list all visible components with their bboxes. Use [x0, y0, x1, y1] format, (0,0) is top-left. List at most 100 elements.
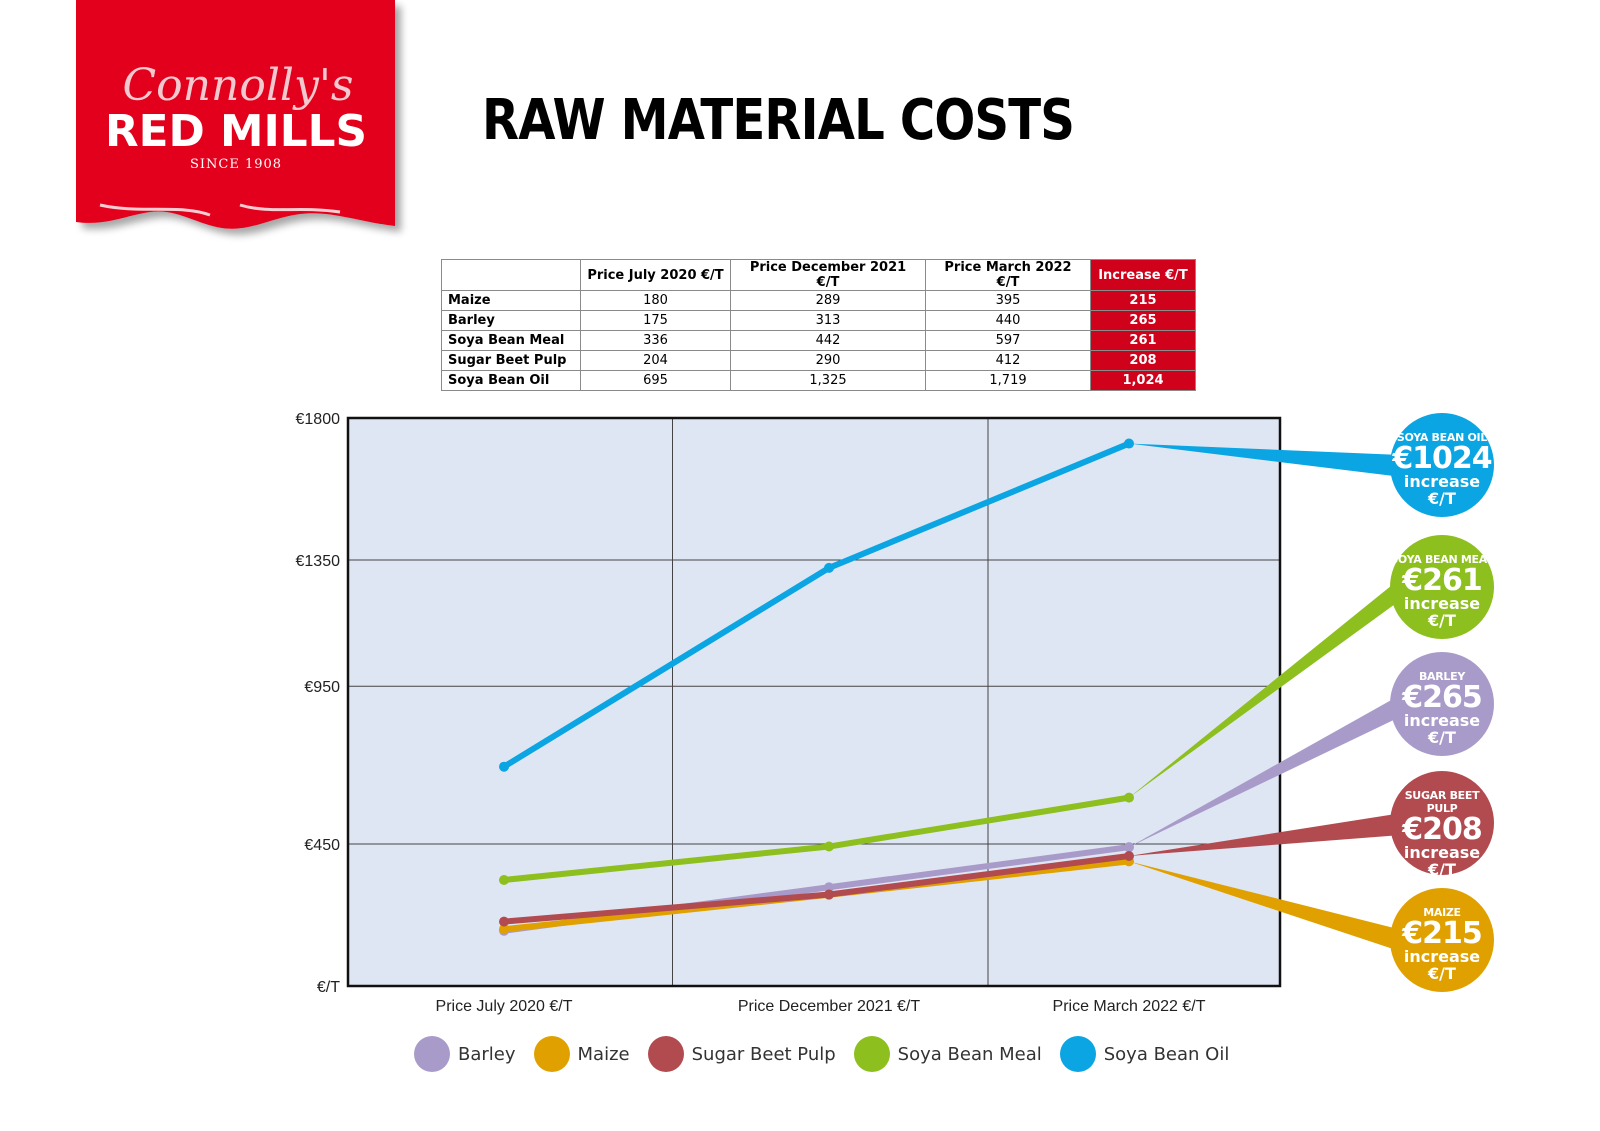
legend-swatch — [647, 1036, 684, 1072]
data-point — [1124, 438, 1134, 449]
y-tick-label: €950 — [304, 679, 340, 696]
callout-value: €261 — [1402, 563, 1483, 598]
x-tick-label: Price December 2021 €/T — [738, 998, 921, 1015]
page-title: RAW MATERIAL COSTS — [482, 88, 1075, 153]
logo-banner-shape — [76, 0, 395, 229]
y-tick-label: €/T — [317, 979, 340, 996]
cell-increase: 261 — [1090, 330, 1196, 351]
callout-unit: €/T — [1428, 489, 1456, 508]
x-axis-labels: Price July 2020 €/T Price December 2021 €… — [436, 998, 1206, 1015]
data-point — [499, 874, 509, 885]
callout-increase-text: increase — [1403, 472, 1481, 491]
series-lines — [499, 438, 1134, 936]
legend-item: Soya Bean Oil — [1059, 1036, 1230, 1072]
table-row: Barley 175 313 440 265 — [441, 310, 1196, 331]
table-header-row: Price July 2020 €/T Price December 2021 … — [441, 259, 1196, 291]
callout-tail — [1129, 813, 1402, 856]
increase-callout-bubble: SOYA BEAN OIL €1024 increase €/T — [1390, 413, 1494, 517]
increase-callout-bubble: MAIZE €215 increase €/T — [1390, 888, 1494, 992]
legend-item: Soya Bean Meal — [853, 1036, 1042, 1072]
legend-label: Soya Bean Meal — [897, 1043, 1042, 1065]
table-row: Soya Bean Meal 336 442 597 261 — [441, 330, 1196, 351]
table-header-dec2021: Price December 2021 €/T — [730, 259, 926, 291]
callout-tail — [1129, 577, 1402, 798]
logo-brand: RED MILLS — [105, 106, 367, 157]
cell-jul2020: 336 — [580, 330, 731, 351]
callout-increase-text: increase — [1403, 843, 1481, 862]
x-tick-label: Price July 2020 €/T — [436, 998, 573, 1015]
legend-swatch — [414, 1036, 450, 1072]
callout-label: BARLEY — [1418, 670, 1466, 683]
callout-label: SOYA BEAN MEAL — [1390, 553, 1494, 566]
cell-mar2022: 440 — [925, 310, 1091, 331]
legend-label: Soya Bean Oil — [1103, 1043, 1230, 1065]
price-table: Price July 2020 €/T Price December 2021 … — [441, 259, 1196, 391]
legend-swatch — [533, 1036, 570, 1072]
callout-tail — [1129, 861, 1402, 952]
callout-value: €265 — [1402, 680, 1483, 715]
legend-swatch — [1059, 1036, 1096, 1072]
data-point — [824, 562, 834, 573]
data-point — [824, 882, 834, 893]
data-point — [1124, 842, 1134, 853]
cell-increase: 215 — [1090, 290, 1196, 311]
callout-unit: €/T — [1428, 611, 1456, 630]
cell-increase: 265 — [1090, 310, 1196, 331]
x-tick-label: Price March 2022 €/T — [1053, 998, 1206, 1015]
legend-label: Sugar Beet Pulp — [691, 1043, 836, 1065]
table-row: Maize 180 289 395 215 — [441, 290, 1196, 311]
callout-label: SUGAR BEET PULP — [1404, 789, 1480, 815]
callout-unit: €/T — [1428, 964, 1456, 983]
increase-callout-bubble: SUGAR BEET PULP €208 increase €/T — [1390, 771, 1494, 879]
callout-label: MAIZE — [1423, 906, 1461, 919]
table-row: Soya Bean Oil 695 1,325 1,719 1,024 — [441, 370, 1196, 391]
cell-jul2020: 175 — [580, 310, 731, 331]
increase-callout-bubble: BARLEY €265 increase €/T — [1390, 652, 1494, 756]
data-point — [499, 924, 509, 935]
chart-legend: Barley Maize Sugar Beet Pulp Soya Bean Meal… — [414, 1036, 1247, 1072]
data-point — [824, 841, 834, 852]
callout-tail — [1129, 443, 1402, 477]
table-header-jul2020: Price July 2020 €/T — [580, 259, 731, 291]
cell-jul2020: 695 — [580, 370, 731, 391]
data-point — [499, 916, 509, 927]
callout-value: €215 — [1402, 916, 1483, 951]
legend-item: Barley — [414, 1036, 516, 1072]
y-tick-label: €1800 — [296, 411, 341, 428]
row-name: Sugar Beet Pulp — [441, 350, 581, 371]
data-point — [499, 761, 509, 772]
callout-increase-text: increase — [1403, 711, 1481, 730]
callout-tails — [1129, 443, 1402, 952]
y-tick-label: €450 — [304, 837, 340, 854]
chart-plot-area — [346, 416, 1282, 988]
callout-increase-text: increase — [1403, 947, 1481, 966]
increase-callout-bubble: SOYA BEAN MEAL €261 increase €/T — [1390, 535, 1494, 639]
callout-unit: €/T — [1428, 860, 1456, 879]
callout-label: SOYA BEAN OIL — [1396, 431, 1488, 444]
cell-mar2022: 395 — [925, 290, 1091, 311]
callout-value: €208 — [1402, 812, 1483, 847]
cell-jul2020: 204 — [580, 350, 731, 371]
callout-unit: €/T — [1428, 728, 1456, 747]
legend-item: Maize — [533, 1036, 630, 1072]
legend-label: Barley — [458, 1043, 516, 1065]
y-axis-ticks: €/T €450 €950 €1350 €1800 — [296, 411, 341, 996]
logo-since: SINCE 1908 — [190, 157, 282, 172]
table-header-mar2022: Price March 2022 €/T — [925, 259, 1091, 291]
callout-increase-text: increase — [1403, 594, 1481, 613]
callout-tail — [1129, 694, 1402, 848]
plot-border — [346, 416, 1282, 988]
cell-increase: 208 — [1090, 350, 1196, 371]
data-point — [824, 889, 834, 900]
y-tick-label: €1350 — [296, 553, 341, 570]
legend-swatch — [853, 1036, 890, 1072]
legend-label: Maize — [577, 1043, 630, 1065]
callout-value: €1024 — [1392, 441, 1492, 476]
red-mills-logo: Connolly's RED MILLS SINCE 1908 — [76, 0, 395, 229]
data-point — [1124, 850, 1134, 861]
plot-background — [348, 418, 1280, 986]
table-row: Sugar Beet Pulp 204 290 412 208 — [441, 350, 1196, 371]
data-point — [1124, 792, 1134, 803]
logo-script: Connolly's — [123, 60, 354, 111]
